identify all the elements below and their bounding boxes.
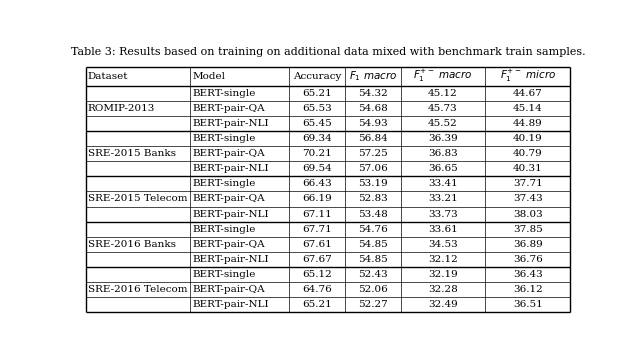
Text: 36.39: 36.39 [428,134,458,143]
Text: BERT-single: BERT-single [192,179,255,188]
Text: 70.21: 70.21 [302,149,332,158]
Text: 65.21: 65.21 [302,88,332,98]
Text: BERT-single: BERT-single [192,225,255,234]
Text: BERT-pair-QA: BERT-pair-QA [192,194,265,204]
Text: 65.12: 65.12 [302,270,332,279]
Text: SRE-2015 Telecom: SRE-2015 Telecom [88,194,188,204]
Text: 54.76: 54.76 [358,225,388,234]
Text: 40.19: 40.19 [513,134,543,143]
Text: 52.06: 52.06 [358,285,388,294]
Text: 56.84: 56.84 [358,134,388,143]
Text: 45.52: 45.52 [428,119,458,128]
Text: 34.53: 34.53 [428,240,458,249]
Text: ROMIP-2013: ROMIP-2013 [88,104,156,113]
Text: 33.21: 33.21 [428,194,458,204]
Text: 52.83: 52.83 [358,194,388,204]
Text: 40.79: 40.79 [513,149,543,158]
Text: 54.93: 54.93 [358,119,388,128]
Text: Dataset: Dataset [88,72,129,81]
Text: BERT-pair-NLI: BERT-pair-NLI [192,255,269,264]
Text: Accuracy: Accuracy [293,72,341,81]
Text: Table 3: Results based on training on additional data mixed with benchmark train: Table 3: Results based on training on ad… [70,47,586,57]
Text: 53.19: 53.19 [358,179,388,188]
Text: 65.21: 65.21 [302,300,332,309]
Text: 57.06: 57.06 [358,164,388,173]
Text: 45.14: 45.14 [513,104,543,113]
Text: 33.41: 33.41 [428,179,458,188]
Text: 32.19: 32.19 [428,270,458,279]
Text: 65.45: 65.45 [302,119,332,128]
Text: 44.67: 44.67 [513,88,543,98]
Text: 64.76: 64.76 [302,285,332,294]
Text: 37.43: 37.43 [513,194,543,204]
Text: BERT-pair-NLI: BERT-pair-NLI [192,210,269,218]
Text: 69.34: 69.34 [302,134,332,143]
Text: 32.49: 32.49 [428,300,458,309]
Text: BERT-single: BERT-single [192,88,255,98]
Text: Model: Model [192,72,225,81]
Text: 36.65: 36.65 [428,164,458,173]
Text: 54.68: 54.68 [358,104,388,113]
Text: $F_1^{+-}$ $micro$: $F_1^{+-}$ $micro$ [500,68,556,84]
Text: 53.48: 53.48 [358,210,388,218]
Text: 67.11: 67.11 [302,210,332,218]
Text: 52.43: 52.43 [358,270,388,279]
Text: 45.12: 45.12 [428,88,458,98]
Text: 54.85: 54.85 [358,255,388,264]
Text: $F_1^{+-}$ $macro$: $F_1^{+-}$ $macro$ [413,68,473,84]
Text: BERT-pair-QA: BERT-pair-QA [192,240,265,249]
Text: BERT-pair-NLI: BERT-pair-NLI [192,300,269,309]
Text: $F_1$ $macro$: $F_1$ $macro$ [349,69,397,83]
Text: 36.12: 36.12 [513,285,543,294]
Text: BERT-pair-QA: BERT-pair-QA [192,285,265,294]
Text: 36.83: 36.83 [428,149,458,158]
Text: 36.51: 36.51 [513,300,543,309]
Text: 67.71: 67.71 [302,225,332,234]
Text: 36.89: 36.89 [513,240,543,249]
Text: BERT-single: BERT-single [192,270,255,279]
Text: 44.89: 44.89 [513,119,543,128]
Text: SRE-2016 Banks: SRE-2016 Banks [88,240,176,249]
Text: BERT-pair-NLI: BERT-pair-NLI [192,119,269,128]
Text: BERT-pair-QA: BERT-pair-QA [192,149,265,158]
Text: 66.43: 66.43 [302,179,332,188]
Text: 37.85: 37.85 [513,225,543,234]
Text: SRE-2015 Banks: SRE-2015 Banks [88,149,176,158]
Text: 45.73: 45.73 [428,104,458,113]
Text: 57.25: 57.25 [358,149,388,158]
Text: 36.76: 36.76 [513,255,543,264]
Text: 33.73: 33.73 [428,210,458,218]
Text: 52.27: 52.27 [358,300,388,309]
Text: 67.61: 67.61 [302,240,332,249]
Text: BERT-pair-QA: BERT-pair-QA [192,104,265,113]
Text: 66.19: 66.19 [302,194,332,204]
Text: SRE-2016 Telecom: SRE-2016 Telecom [88,285,188,294]
Text: 32.28: 32.28 [428,285,458,294]
Text: 54.85: 54.85 [358,240,388,249]
Text: BERT-pair-NLI: BERT-pair-NLI [192,164,269,173]
Text: 38.03: 38.03 [513,210,543,218]
Text: 32.12: 32.12 [428,255,458,264]
Text: 67.67: 67.67 [302,255,332,264]
Text: 40.31: 40.31 [513,164,543,173]
Text: BERT-single: BERT-single [192,134,255,143]
Text: 33.61: 33.61 [428,225,458,234]
Text: 36.43: 36.43 [513,270,543,279]
Text: 69.54: 69.54 [302,164,332,173]
Text: 54.32: 54.32 [358,88,388,98]
Text: 65.53: 65.53 [302,104,332,113]
Text: 37.71: 37.71 [513,179,543,188]
